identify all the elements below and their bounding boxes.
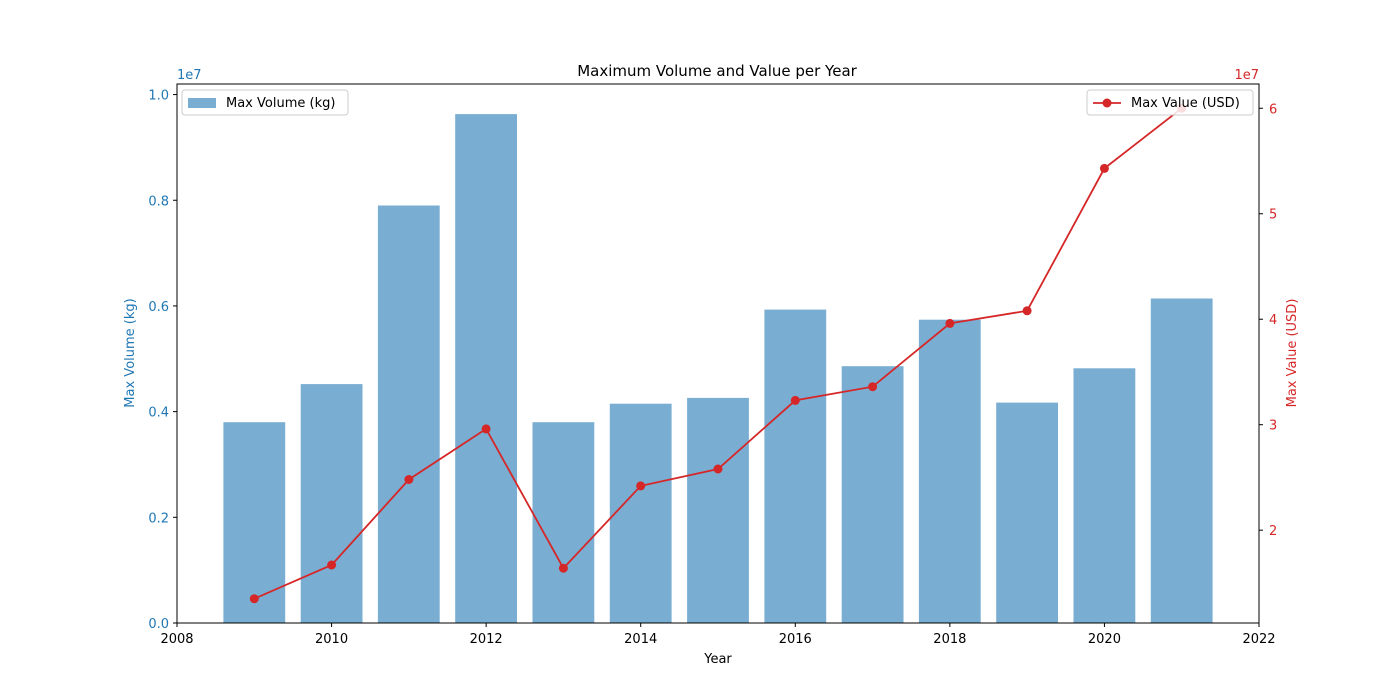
y-left-tick-label: 0.2 <box>148 511 169 526</box>
x-tick-label-2022: 2022 <box>1242 632 1275 647</box>
legend-value: Max Value (USD) <box>1086 89 1254 116</box>
value-point-2015 <box>713 464 723 474</box>
chart-title: Maximum Volume and Value per Year <box>577 62 857 80</box>
x-tick-label-2014: 2014 <box>624 632 657 647</box>
x-tick-label-2018: 2018 <box>933 632 966 647</box>
x-axis-label: Year <box>703 652 732 667</box>
value-point-2014 <box>636 481 646 491</box>
y-left-axis: 0.0 0.2 0.4 0.6 0.8 1.0 <box>148 89 177 632</box>
volume-bar-2014 <box>609 403 672 623</box>
volume-bar-2011 <box>377 205 440 623</box>
legend-volume: Max Volume (kg) <box>181 89 349 116</box>
value-point-2012 <box>481 424 491 434</box>
y-left-tick-label: 0.8 <box>148 194 169 209</box>
value-point-2016 <box>790 395 800 405</box>
value-point-2013 <box>558 563 568 573</box>
value-point-2020 <box>1099 163 1109 173</box>
legend-value-marker <box>1102 98 1112 108</box>
volume-bar-2013 <box>532 422 595 623</box>
volume-bar-2016 <box>764 309 827 623</box>
volume-bar-2010 <box>300 384 363 623</box>
plot-frame <box>176 83 1260 624</box>
volume-bar-2021 <box>1150 298 1213 623</box>
y-left-tick-label: 1.0 <box>148 89 169 104</box>
volume-bar-2012 <box>455 114 517 623</box>
x-tick-label-2008: 2008 <box>160 632 193 647</box>
y-left-tick-label: 0.4 <box>148 406 169 421</box>
y-left-tick-label: 0.0 <box>148 617 169 632</box>
volume-bar-2009 <box>223 422 286 623</box>
volume-bars <box>223 114 1213 623</box>
volume-bar-2019 <box>996 402 1058 623</box>
volume-bar-2015 <box>687 397 749 623</box>
y-right-tick-label: 2 <box>1269 524 1277 539</box>
y-right-tick-label: 5 <box>1269 208 1277 223</box>
legend-volume-label: Max Volume (kg) <box>226 96 335 111</box>
y-right-tick-label: 3 <box>1269 419 1277 434</box>
value-point-2011 <box>404 475 414 484</box>
y-left-multiplier: 1e7 <box>177 68 202 83</box>
y-right-multiplier: 1e7 <box>1234 68 1259 83</box>
x-tick-label-2012: 2012 <box>470 632 503 647</box>
y-left-tick-label: 0.6 <box>148 300 169 315</box>
y-right-axis: 2 3 4 5 6 <box>1259 102 1277 539</box>
value-line <box>249 103 1187 604</box>
value-point-2009 <box>249 594 259 604</box>
y-right-tick-label: 6 <box>1269 102 1277 117</box>
legend-volume-swatch <box>188 98 216 108</box>
value-point-2019 <box>1022 306 1032 316</box>
x-tick-label-2010: 2010 <box>315 632 348 647</box>
volume-bar-2017 <box>841 366 904 623</box>
x-axis: 2008 2010 2012 2014 2016 2018 2020 2022 <box>160 623 1276 647</box>
legend-value-label: Max Value (USD) <box>1131 96 1240 111</box>
value-point-2018 <box>945 318 955 328</box>
volume-bar-2020 <box>1073 368 1136 623</box>
volume-bar-2018 <box>918 319 981 623</box>
value-point-2010 <box>327 560 337 570</box>
x-tick-label-2016: 2016 <box>779 632 812 647</box>
y-right-axis-label: Max Value (USD) <box>1285 299 1300 408</box>
value-point-2017 <box>868 382 878 392</box>
y-right-tick-label: 4 <box>1269 313 1277 328</box>
y-left-axis-label: Max Volume (kg) <box>123 298 138 407</box>
x-tick-label-2020: 2020 <box>1088 632 1121 647</box>
